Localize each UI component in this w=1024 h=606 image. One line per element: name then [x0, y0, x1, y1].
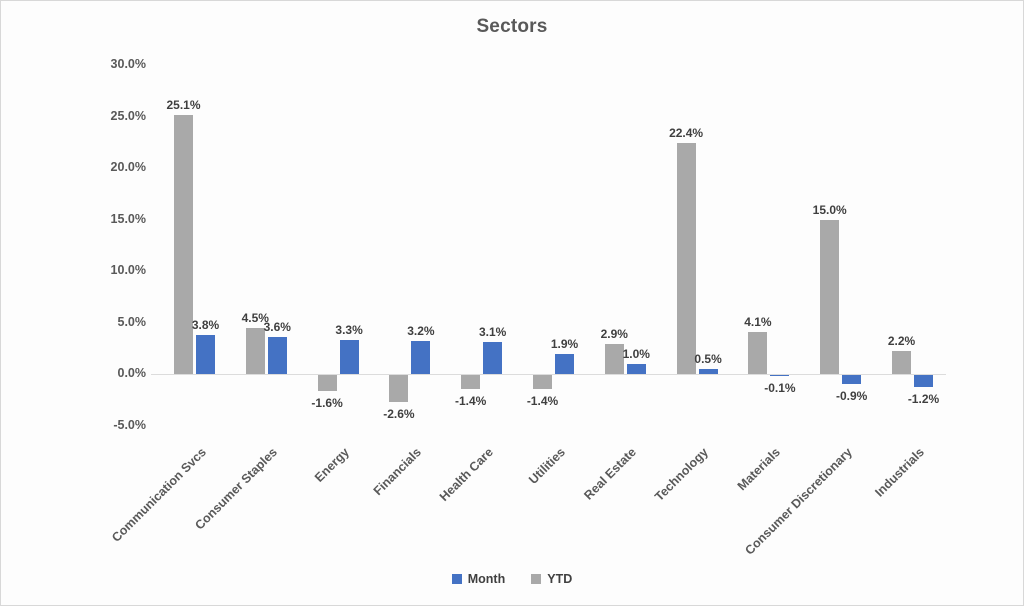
data-label: 4.5%: [241, 310, 269, 325]
data-label: 3.2%: [407, 324, 435, 339]
bar-month: [555, 354, 574, 374]
bar-ytd: [533, 375, 552, 390]
bar-month: [842, 375, 862, 385]
bar-month: [770, 375, 790, 377]
bar-ytd: [604, 344, 624, 374]
y-axis-tick-label: 0.0%: [117, 366, 147, 380]
legend-item-ytd: YTD: [531, 572, 572, 586]
data-label: -2.6%: [383, 406, 415, 421]
data-label: 1.0%: [622, 346, 650, 361]
data-label: 0.5%: [694, 351, 722, 366]
data-label: 3.1%: [479, 325, 507, 340]
bar-ytd: [820, 219, 840, 374]
y-axis-tick-label: 20.0%: [110, 160, 146, 174]
x-axis-line: [151, 374, 946, 375]
bar-ytd: [461, 375, 481, 390]
data-label: -0.9%: [836, 389, 868, 404]
bar-ytd: [892, 351, 911, 374]
chart-title: Sectors: [476, 16, 548, 37]
bar-ytd: [245, 327, 265, 374]
bar-ytd: [676, 143, 696, 374]
bar-month: [698, 368, 718, 374]
bar-month: [914, 375, 933, 388]
data-label: 15.0%: [812, 202, 847, 217]
bar-ytd: [174, 115, 193, 374]
data-label: -1.6%: [311, 396, 343, 411]
bar-month: [267, 336, 287, 374]
data-label: 3.8%: [191, 317, 220, 332]
data-label: 3.6%: [263, 319, 291, 334]
y-axis-tick-label: -5.0%: [113, 417, 146, 432]
data-label: 22.4%: [669, 126, 704, 141]
data-label: 3.3%: [335, 323, 363, 337]
bar-month: [411, 341, 431, 374]
y-axis-tick-label: 25.0%: [110, 108, 146, 123]
bar-month: [626, 363, 646, 374]
legend-item-month: Month: [451, 572, 506, 586]
data-label: 1.9%: [550, 337, 579, 352]
data-label: -1.4%: [526, 394, 559, 409]
bar-ytd: [317, 375, 337, 392]
data-label: 25.1%: [166, 98, 201, 113]
bar-ytd: [748, 331, 768, 374]
data-label: 2.9%: [600, 327, 628, 342]
legend-swatch-icon: [451, 574, 462, 584]
bar-month: [196, 334, 215, 374]
bar-month: [483, 342, 503, 374]
data-label: -1.2%: [907, 392, 940, 407]
legend-label: YTD: [547, 572, 573, 586]
legend-swatch-icon: [531, 574, 542, 584]
data-label: -0.1%: [764, 381, 796, 396]
data-label: -1.4%: [455, 394, 487, 409]
y-axis-tick-label: 15.0%: [110, 211, 146, 226]
y-axis-tick-label: 30.0%: [110, 57, 146, 71]
y-axis-tick-label: 5.0%: [117, 314, 147, 329]
y-axis-tick-label: 10.0%: [110, 263, 146, 277]
legend-label: Month: [467, 572, 506, 586]
chart-legend: Month YTD: [1, 572, 1023, 586]
bar-ytd: [389, 375, 409, 402]
data-label: 2.2%: [887, 334, 916, 349]
bar-month: [339, 340, 359, 374]
data-label: 4.1%: [744, 314, 772, 329]
